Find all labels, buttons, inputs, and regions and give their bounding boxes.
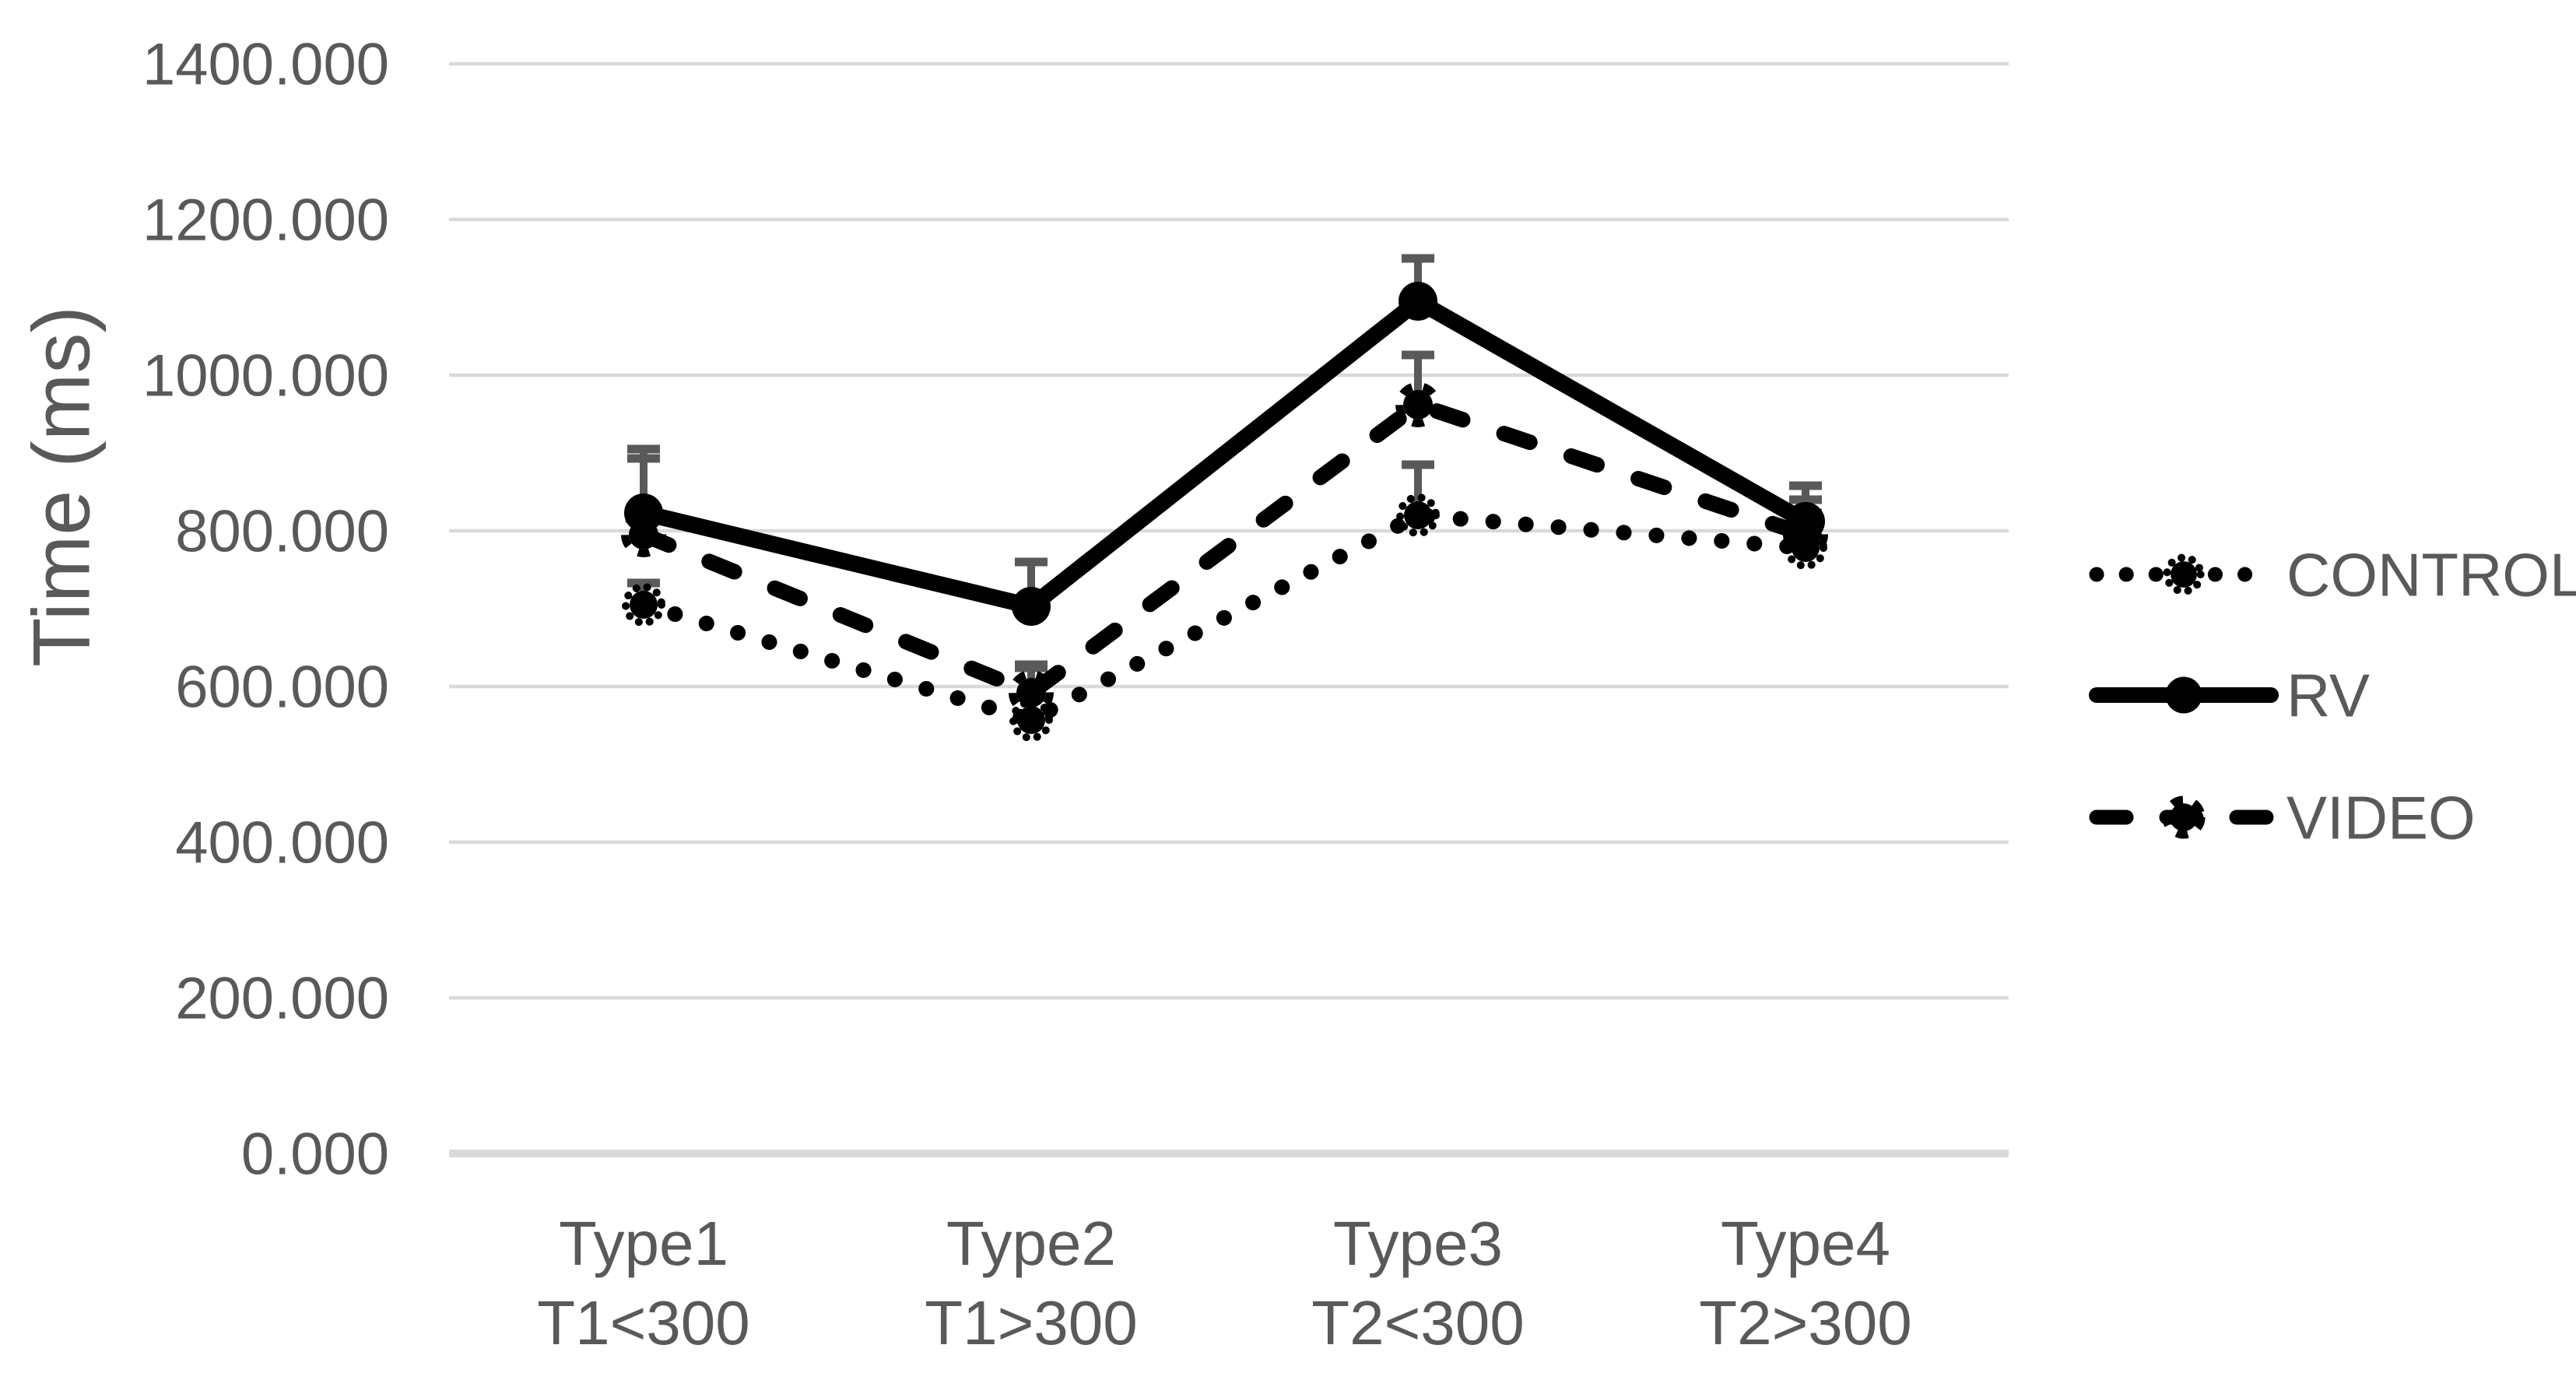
series-marker [1012,587,1051,626]
x-axis-label-line2: T2>300 [1699,1288,1912,1357]
series-marker-ring [1783,512,1828,557]
y-tick-label: 800.000 [175,499,389,565]
y-tick-label: 0.000 [241,1122,389,1188]
series-marker [1016,678,1046,708]
y-tick-label: 600.000 [175,655,389,721]
y-tick-label: 1400.000 [142,32,389,98]
series-marker [624,493,663,532]
series-marker-ring [1784,526,1827,570]
series-marker-ring [1009,698,1053,742]
legend-label-control: CONTROL [2286,540,2576,609]
x-axis-label-line2: T1>300 [925,1288,1138,1357]
x-axis-label-line1: Type4 [1721,1209,1890,1278]
series-marker-ring [2163,553,2205,595]
x-axis-label-line2: T2<300 [1311,1288,1525,1357]
legend-label-video: VIDEO [2286,783,2476,852]
y-tick-label: 400.000 [175,810,389,876]
series-marker [2171,561,2197,588]
x-axis-label-line1: Type3 [1333,1209,1503,1278]
series-marker [2170,803,2198,831]
series-marker-ring [622,583,665,627]
series-marker-ring [1395,382,1441,427]
series-marker [630,591,658,619]
x-axis-label-line2: T1<300 [537,1288,750,1357]
y-axis-title: Time (ms) [16,306,107,667]
y-tick-label: 1200.000 [142,188,389,254]
series-marker-ring [1396,493,1440,537]
series-line-video [636,397,1813,701]
series-line-control [636,507,1813,728]
x-axis-label-line1: Type2 [946,1209,1116,1278]
series-marker-ring [2162,795,2206,839]
series-marker [1017,706,1045,734]
series-marker-ring [621,512,666,557]
series-marker-ring [1009,670,1054,715]
series-marker [1404,501,1432,529]
series-line-rv [635,293,1814,615]
series-marker [2165,676,2202,714]
series-marker [1786,502,1825,541]
series-marker [1399,282,1437,321]
legend-label-rv: RV [2286,661,2370,729]
y-tick-label: 200.000 [175,966,389,1032]
y-tick-label: 1000.000 [142,343,389,409]
series-marker [1403,390,1433,420]
x-axis-label-line1: Type1 [559,1209,728,1278]
